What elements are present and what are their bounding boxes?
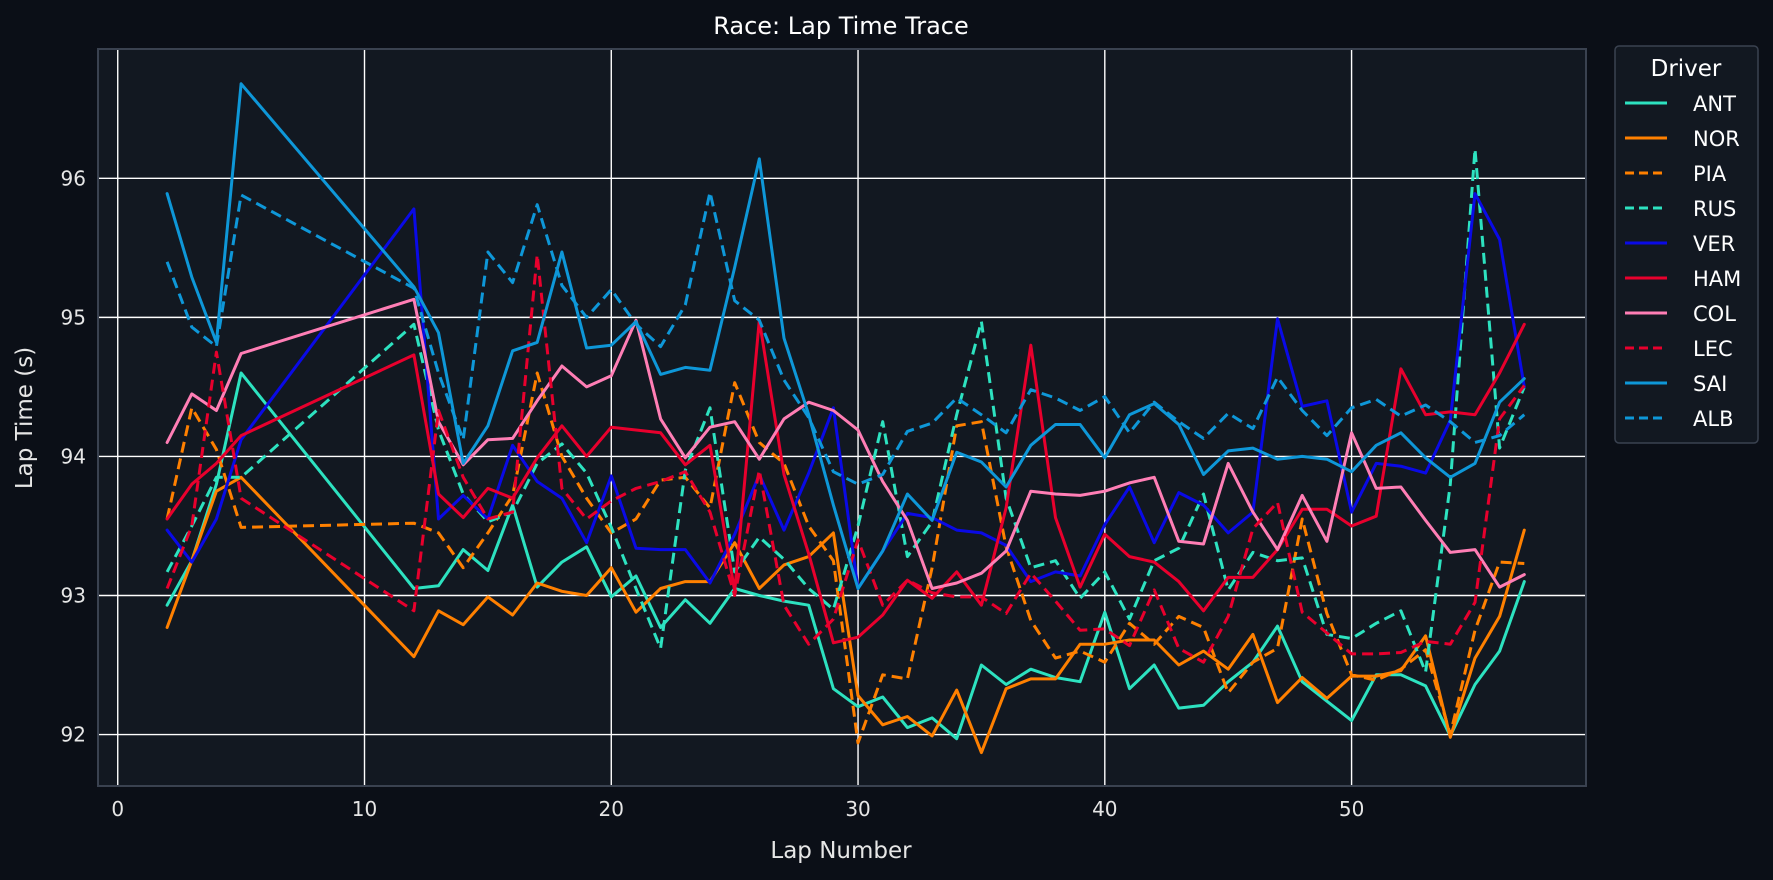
tick-labels: 0 10 20 30 40 50 92 93 94 95 96	[61, 166, 1365, 821]
legend-label-ham: HAM	[1693, 267, 1741, 291]
y-tick-label: 94	[61, 444, 86, 468]
series-line-pia	[165, 371, 1525, 745]
y-tick-label: 95	[61, 305, 86, 329]
series-line-col	[165, 297, 1526, 590]
x-axis-label: Lap Number	[770, 838, 912, 864]
x-tick-label: 30	[845, 797, 870, 821]
chart-title: Race: Lap Time Trace	[713, 12, 969, 40]
legend-label-lec: LEC	[1693, 337, 1733, 361]
x-tick-label: 40	[1092, 797, 1117, 821]
legend-label-alb: ALB	[1693, 407, 1733, 431]
x-tick-label: 20	[599, 797, 624, 821]
legend-label-sai: SAI	[1693, 372, 1727, 396]
legend: Driver ANT NOR PIA RUS VER HAM COL LEC SAI ALB	[1614, 45, 1759, 444]
legend-label-ver: VER	[1693, 232, 1735, 256]
x-tick-label: 50	[1339, 797, 1364, 821]
series-line-alb	[165, 190, 1526, 486]
legend-items: ANT NOR PIA RUS VER HAM COL LEC SAI ALB	[1625, 92, 1741, 431]
y-tick-label: 93	[61, 583, 86, 607]
x-tick-label: 10	[352, 797, 377, 821]
series-line-nor	[165, 475, 1526, 755]
y-tick-label: 96	[61, 166, 86, 190]
series-line-sai	[165, 82, 1526, 590]
legend-box	[1614, 45, 1759, 444]
legend-title: Driver	[1651, 56, 1722, 82]
series-line-rus	[165, 147, 1526, 674]
legend-label-col: COL	[1693, 302, 1736, 326]
series-line-lec	[165, 253, 1526, 664]
x-tick-label: 0	[111, 797, 124, 821]
legend-label-nor: NOR	[1693, 127, 1740, 151]
series-line-ver	[165, 192, 1526, 590]
series-line-ant	[165, 371, 1526, 741]
legend-label-ant: ANT	[1693, 92, 1736, 116]
plot-frame	[97, 48, 1587, 787]
y-tick-label: 92	[61, 723, 86, 747]
series-lines	[165, 82, 1526, 755]
series-line-ham	[165, 318, 1526, 645]
legend-label-pia: PIA	[1693, 162, 1727, 186]
legend-label-rus: RUS	[1693, 197, 1736, 221]
y-axis-label: Lap Time (s)	[12, 347, 38, 489]
